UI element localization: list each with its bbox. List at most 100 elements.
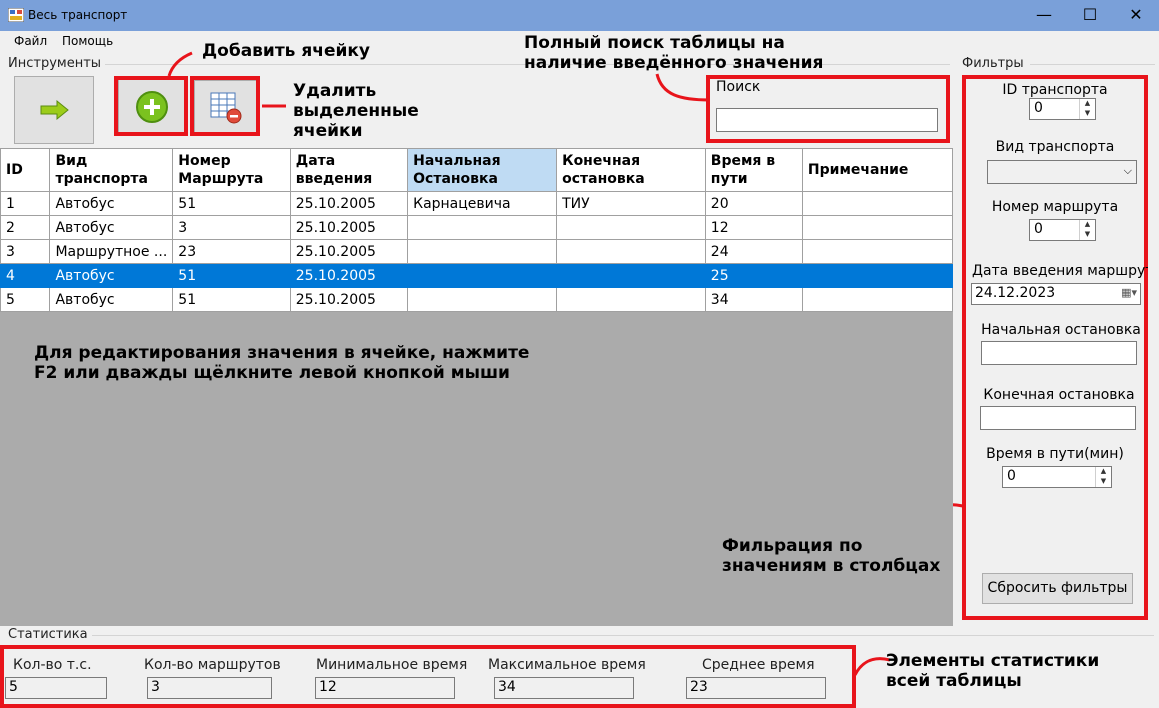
cell-id[interactable]: 4: [0, 263, 51, 288]
navigate-button[interactable]: [14, 76, 94, 144]
arrow-right-icon: [40, 99, 69, 121]
cell-type[interactable]: Автобус: [49, 215, 174, 240]
stat-count-label: Кол-во т.с.: [13, 657, 92, 673]
menu-help[interactable]: Помощь: [62, 34, 114, 48]
table-header-row: ID Вид транспорта Номер Маршрута Дата вв…: [0, 148, 954, 192]
spin-down-icon[interactable]: ▼: [1100, 477, 1107, 485]
cell-id[interactable]: 5: [0, 287, 51, 312]
cell-note[interactable]: [801, 191, 954, 216]
minimize-button[interactable]: —: [1036, 5, 1052, 24]
filter-route-spin[interactable]: ▲ ▼: [1079, 220, 1095, 240]
spin-down-icon[interactable]: ▼: [1084, 230, 1091, 238]
cell-end-stop[interactable]: [556, 263, 706, 288]
cell-end-stop[interactable]: [556, 287, 706, 312]
delete-rows-button[interactable]: [194, 80, 258, 134]
cell-route[interactable]: 51: [172, 287, 291, 312]
column-header-type[interactable]: Вид транспорта: [49, 148, 174, 192]
filter-type-dropdown[interactable]: ⌵: [987, 160, 1137, 184]
cell-type[interactable]: Автобус: [49, 191, 174, 216]
data-grid[interactable]: ID Вид транспорта Номер Маршрута Дата вв…: [0, 148, 954, 626]
filter-date-value: 24.12.2023: [975, 285, 1056, 301]
column-header-start-stop[interactable]: Начальная Остановка: [407, 148, 558, 192]
stat-avg-field: 23: [686, 677, 826, 699]
cell-date[interactable]: 25.10.2005: [289, 239, 409, 264]
cell-note[interactable]: [801, 263, 954, 288]
column-header-note[interactable]: Примечание: [801, 148, 954, 192]
column-header-travel-time[interactable]: Время в пути: [704, 148, 803, 192]
filter-id-stepper[interactable]: 0 ▲ ▼: [1029, 98, 1096, 120]
filter-type-label: Вид транспорта: [995, 139, 1115, 155]
cell-id[interactable]: 2: [0, 215, 51, 240]
filter-id-spin[interactable]: ▲ ▼: [1079, 99, 1095, 119]
stats-group-line: [92, 635, 1154, 636]
filter-time-stepper[interactable]: 0 ▲ ▼: [1002, 466, 1112, 488]
menu-file[interactable]: Файл: [14, 34, 48, 48]
column-header-route[interactable]: Номер Маршрута: [172, 148, 291, 192]
cell-start-stop[interactable]: Карнацевича: [407, 191, 558, 216]
stat-min-label: Минимальное время: [316, 657, 468, 673]
cell-date[interactable]: 25.10.2005: [289, 215, 409, 240]
cell-travel-time[interactable]: 20: [704, 191, 803, 216]
cell-type[interactable]: Маршрутное ...: [49, 239, 174, 264]
reset-filters-button[interactable]: Сбросить фильтры: [982, 573, 1133, 604]
cell-type[interactable]: Автобус: [49, 263, 174, 288]
cell-note[interactable]: [801, 287, 954, 312]
spin-up-icon[interactable]: ▲: [1084, 220, 1091, 228]
cell-route[interactable]: 3: [172, 215, 291, 240]
cell-note[interactable]: [801, 215, 954, 240]
cell-start-stop[interactable]: [407, 287, 558, 312]
add-row-button[interactable]: [118, 78, 186, 136]
cell-type[interactable]: Автобус: [49, 287, 174, 312]
filter-start-input[interactable]: [981, 341, 1137, 365]
cell-route[interactable]: 23: [172, 239, 291, 264]
column-header-id[interactable]: ID: [0, 148, 51, 192]
tools-group-label: Инструменты: [8, 56, 102, 71]
cell-date[interactable]: 25.10.2005: [289, 287, 409, 312]
cell-id[interactable]: 3: [0, 239, 51, 264]
app-icon: [8, 8, 24, 22]
column-header-date[interactable]: Дата введения: [289, 148, 409, 192]
cell-start-stop[interactable]: [407, 239, 558, 264]
table-row[interactable]: 3 Маршрутное ... 23 25.10.2005 24: [0, 239, 954, 264]
spin-up-icon[interactable]: ▲: [1100, 467, 1107, 475]
transport-table[interactable]: ID Вид транспорта Номер Маршрута Дата вв…: [0, 148, 954, 312]
table-row[interactable]: 4 Автобус 51 25.10.2005 25: [0, 263, 954, 288]
maximize-button[interactable]: ☐: [1082, 5, 1098, 24]
filter-start-label: Начальная остановка: [981, 322, 1141, 338]
cell-route[interactable]: 51: [172, 263, 291, 288]
stat-max-field: 34: [494, 677, 634, 699]
cell-travel-time[interactable]: 12: [704, 215, 803, 240]
title-bar: Весь транспорт — ☐ ✕: [0, 0, 1159, 31]
cell-date[interactable]: 25.10.2005: [289, 263, 409, 288]
filter-end-input[interactable]: [980, 406, 1136, 430]
stat-avg-label: Среднее время: [702, 657, 815, 673]
cell-end-stop[interactable]: [556, 239, 706, 264]
cell-start-stop[interactable]: [407, 263, 558, 288]
cell-end-stop[interactable]: [556, 215, 706, 240]
table-row[interactable]: 2 Автобус 3 25.10.2005 12: [0, 215, 954, 240]
search-input[interactable]: [716, 108, 938, 132]
column-header-end-stop[interactable]: Конечная остановка: [556, 148, 706, 192]
cell-date[interactable]: 25.10.2005: [289, 191, 409, 216]
cell-travel-time[interactable]: 25: [704, 263, 803, 288]
stats-group-label: Статистика: [8, 627, 88, 642]
spin-up-icon[interactable]: ▲: [1084, 99, 1091, 107]
delete-table-icon: [210, 92, 242, 124]
cell-travel-time[interactable]: 34: [704, 287, 803, 312]
stat-min-field: 12: [315, 677, 455, 699]
full-search-annotation: Полный поиск таблицы на наличие введённо…: [524, 33, 824, 73]
filter-date-picker[interactable]: 24.12.2023 ▦▾: [971, 283, 1141, 305]
cell-id[interactable]: 1: [0, 191, 51, 216]
close-button[interactable]: ✕: [1129, 5, 1143, 24]
table-row[interactable]: 1 Автобус 51 25.10.2005 Карнацевича ТИУ 20: [0, 191, 954, 216]
cell-end-stop[interactable]: ТИУ: [556, 191, 706, 216]
table-row[interactable]: 5 Автобус 51 25.10.2005 34: [0, 287, 954, 312]
cell-start-stop[interactable]: [407, 215, 558, 240]
cell-route[interactable]: 51: [172, 191, 291, 216]
spin-down-icon[interactable]: ▼: [1084, 109, 1091, 117]
calendar-icon[interactable]: ▦▾: [1121, 286, 1137, 299]
filter-time-spin[interactable]: ▲ ▼: [1095, 467, 1111, 487]
cell-travel-time[interactable]: 24: [704, 239, 803, 264]
filter-route-stepper[interactable]: 0 ▲ ▼: [1029, 219, 1096, 241]
cell-note[interactable]: [801, 239, 954, 264]
